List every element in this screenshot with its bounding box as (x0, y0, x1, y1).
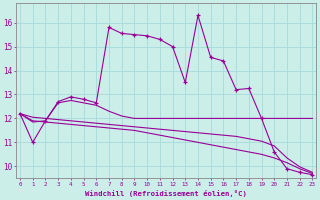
X-axis label: Windchill (Refroidissement éolien,°C): Windchill (Refroidissement éolien,°C) (85, 190, 247, 197)
